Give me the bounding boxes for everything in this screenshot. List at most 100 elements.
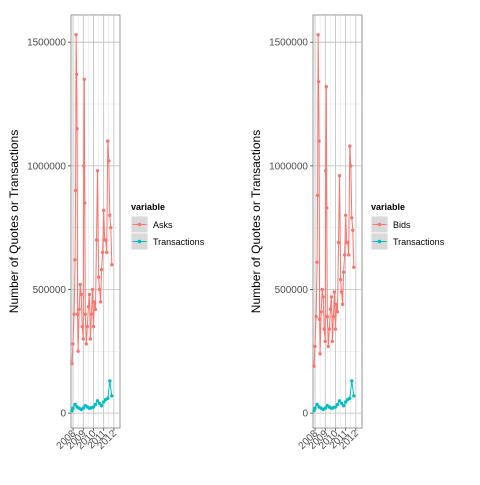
data-point-transactions <box>108 379 112 383</box>
y-tick-label: 1000000 <box>269 161 308 172</box>
legend-title: variable <box>131 202 165 212</box>
data-point-asks <box>96 275 101 279</box>
data-point-asks <box>84 342 89 346</box>
data-point-transactions <box>102 400 106 404</box>
data-point-transactions <box>337 399 342 403</box>
data-point-bids <box>352 265 356 269</box>
data-point-asks <box>82 164 86 168</box>
data-point-transactions <box>73 402 77 407</box>
data-point-transactions <box>71 406 75 410</box>
data-point-asks <box>107 159 111 163</box>
data-point-bids <box>330 339 335 344</box>
data-point-asks <box>94 238 99 242</box>
data-point-asks <box>79 292 83 297</box>
data-point-bids <box>333 327 338 331</box>
data-point-asks <box>105 250 109 255</box>
plot-panel <box>312 14 363 429</box>
y-tick-label: 0 <box>302 409 308 420</box>
data-point-bids <box>342 253 347 257</box>
data-point-bids <box>313 344 317 349</box>
data-point-asks <box>99 268 104 272</box>
data-point-transactions <box>335 402 340 407</box>
data-point-transactions <box>97 401 102 405</box>
data-point-transactions <box>313 406 317 410</box>
data-point-bids <box>335 310 340 314</box>
data-point-asks <box>87 292 92 297</box>
data-point-bids <box>347 253 351 257</box>
data-point-bids <box>325 315 329 319</box>
data-point-asks <box>93 307 98 311</box>
data-point-bids <box>319 310 323 314</box>
legend-label: Asks <box>153 220 173 230</box>
data-point-bids <box>323 339 327 344</box>
data-point-bids <box>326 344 330 349</box>
data-point-asks <box>106 139 110 143</box>
data-point-bids <box>331 315 336 319</box>
data-point-transactions <box>323 406 327 410</box>
data-point-asks <box>72 312 76 316</box>
data-point-bids <box>315 260 319 264</box>
data-point-bids <box>328 307 333 311</box>
plot-panel <box>70 14 121 429</box>
data-point-asks <box>74 72 79 77</box>
data-point-asks <box>82 77 87 82</box>
data-point-bids <box>324 85 328 89</box>
data-point-bids <box>338 277 343 282</box>
data-point-transactions <box>106 396 110 400</box>
data-point-asks <box>86 305 91 309</box>
data-point-asks <box>100 250 105 255</box>
data-point-asks <box>97 287 102 292</box>
y-tick-label: 1000000 <box>27 161 66 172</box>
y-tick-label: 1500000 <box>269 38 308 49</box>
data-point-asks <box>76 349 80 353</box>
data-point-asks <box>70 362 74 366</box>
data-point-bids <box>341 270 346 274</box>
legend: variable Bids Transactions <box>370 202 445 251</box>
legend: variable Asks Transactions <box>130 202 205 251</box>
data-point-asks <box>85 324 90 329</box>
y-tick-label: 0 <box>60 409 66 420</box>
data-point-bids <box>321 295 325 299</box>
legend-label: Bids <box>393 220 411 230</box>
data-point-transactions <box>315 402 319 407</box>
data-point-asks <box>74 33 78 37</box>
data-point-transactions <box>344 400 348 404</box>
legend-key-point <box>377 239 382 244</box>
y-tick-label: 1500000 <box>27 38 66 49</box>
legend-title: variable <box>371 202 405 212</box>
data-point-bids <box>336 240 341 245</box>
data-point-transactions <box>99 404 104 408</box>
data-point-transactions <box>81 406 86 410</box>
y-tick-label: 500000 <box>33 285 67 296</box>
data-point-bids <box>334 302 339 306</box>
data-point-asks <box>83 312 88 316</box>
y-tick-label: 500000 <box>275 285 309 296</box>
data-point-asks <box>71 342 75 346</box>
data-point-transactions <box>95 399 100 403</box>
data-point-asks <box>88 337 93 341</box>
data-point-asks <box>83 201 87 205</box>
data-point-bids <box>320 287 324 292</box>
data-point-transactions <box>341 404 346 408</box>
legend-key-point <box>137 222 142 227</box>
legend-label: Transactions <box>153 237 205 247</box>
data-point-transactions <box>352 394 356 398</box>
data-point-asks <box>80 324 84 329</box>
data-point-bids <box>351 228 355 232</box>
data-point-transactions <box>93 402 98 407</box>
data-point-bids <box>344 213 348 217</box>
data-point-bids <box>315 193 320 198</box>
data-point-asks <box>108 213 112 217</box>
chart-2: 0500000100000015000002008200920102011201… <box>249 14 445 452</box>
data-point-bids <box>346 240 350 245</box>
data-point-bids <box>317 139 321 143</box>
legend-key-point <box>137 239 142 244</box>
data-point-bids <box>332 290 337 294</box>
data-point-asks <box>90 287 95 292</box>
data-point-asks <box>77 307 81 311</box>
legend-label: Transactions <box>393 237 445 247</box>
legend-key-point <box>377 222 382 227</box>
data-point-bids <box>314 315 318 319</box>
data-point-asks <box>104 238 108 242</box>
